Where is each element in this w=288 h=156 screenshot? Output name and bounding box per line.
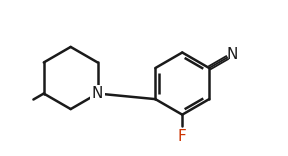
Text: F: F [178,129,187,144]
Text: N: N [227,47,238,62]
Text: N: N [92,86,103,101]
